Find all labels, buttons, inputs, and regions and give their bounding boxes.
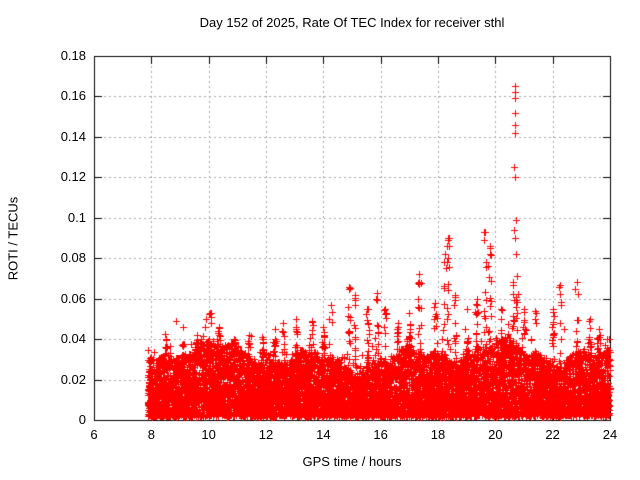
x-tick-label: 24	[602, 427, 618, 442]
x-tick-label: 12	[258, 427, 274, 442]
x-tick-label: 14	[316, 427, 331, 442]
x-tick-label: 6	[90, 427, 98, 442]
x-tick-label: 16	[373, 427, 388, 442]
y-tick-label: 0.16	[60, 88, 86, 104]
x-tick-label: 20	[488, 427, 503, 442]
x-tick-label: 10	[201, 427, 216, 442]
y-tick-label: 0.08	[60, 250, 86, 266]
y-tick-label: 0	[78, 412, 86, 427]
x-tick-label: 18	[430, 427, 446, 442]
y-tick-label: 0.18	[60, 48, 86, 63]
y-tick-label: 0.14	[60, 128, 86, 144]
x-axis-title: GPS time / hours	[302, 454, 402, 469]
y-tick-label: 0.04	[60, 331, 86, 347]
y-tick-label: 0.02	[60, 371, 86, 387]
chart-title: Day 152 of 2025, Rate Of TEC Index for r…	[199, 15, 505, 30]
y-axis-title: ROTI / TECUs	[5, 196, 21, 280]
y-tick-label: 0.1	[67, 209, 86, 225]
x-tick-label: 8	[147, 427, 155, 442]
y-axis-title-wrap: ROTI / TECUs	[2, 56, 24, 420]
y-tick-label: 0.06	[60, 290, 86, 306]
x-tick-label: 22	[545, 427, 560, 442]
y-tick-label: 0.12	[60, 169, 86, 185]
